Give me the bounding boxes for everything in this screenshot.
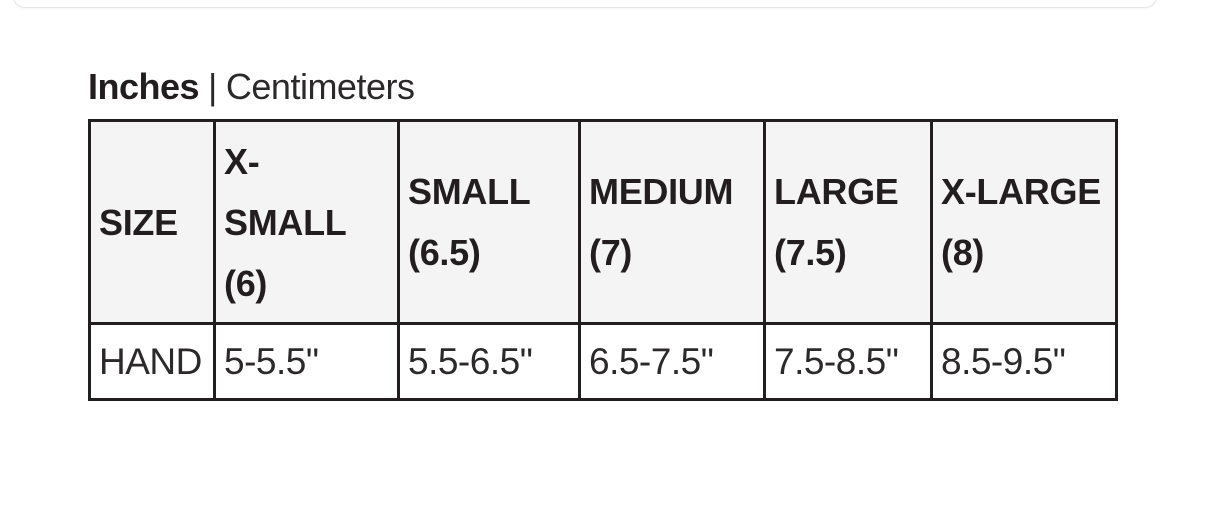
row-label-hand: HAND (88, 322, 216, 401)
column-header-size: SIZE (88, 119, 216, 325)
unit-separator: | (208, 66, 217, 107)
column-header-medium: MEDIUM (7) (578, 119, 766, 325)
unit-option-inches[interactable]: Inches (88, 66, 200, 107)
table-row-hand: HAND 5-5.5" 5.5-6.5" 6.5-7.5" 7.5-8.5" 8… (88, 322, 1118, 401)
column-header-large: LARGE (7.5) (763, 119, 933, 325)
column-header-x-small: X- SMALL (6) (213, 119, 400, 325)
size-chart-section: Inches | Centimeters SIZE X- SMALL (6) SMA… (88, 66, 1118, 401)
column-header-x-large: X-LARGE (8) (930, 119, 1118, 325)
card-bottom-edge (13, 0, 1157, 8)
column-header-small: SMALL (6.5) (397, 119, 581, 325)
cell-hand-large: 7.5-8.5" (763, 322, 933, 401)
unit-option-centimeters[interactable]: Centimeters (225, 66, 415, 107)
cell-hand-x-large: 8.5-9.5" (930, 322, 1118, 401)
cell-hand-x-small: 5-5.5" (213, 322, 400, 401)
cell-hand-small: 5.5-6.5" (397, 322, 581, 401)
unit-toggle: Inches | Centimeters (88, 66, 1118, 108)
header-row: SIZE X- SMALL (6) SMALL (6.5) MEDIUM (7)… (88, 119, 1118, 325)
size-chart-table: SIZE X- SMALL (6) SMALL (6.5) MEDIUM (7)… (88, 119, 1118, 401)
cell-hand-medium: 6.5-7.5" (578, 322, 766, 401)
